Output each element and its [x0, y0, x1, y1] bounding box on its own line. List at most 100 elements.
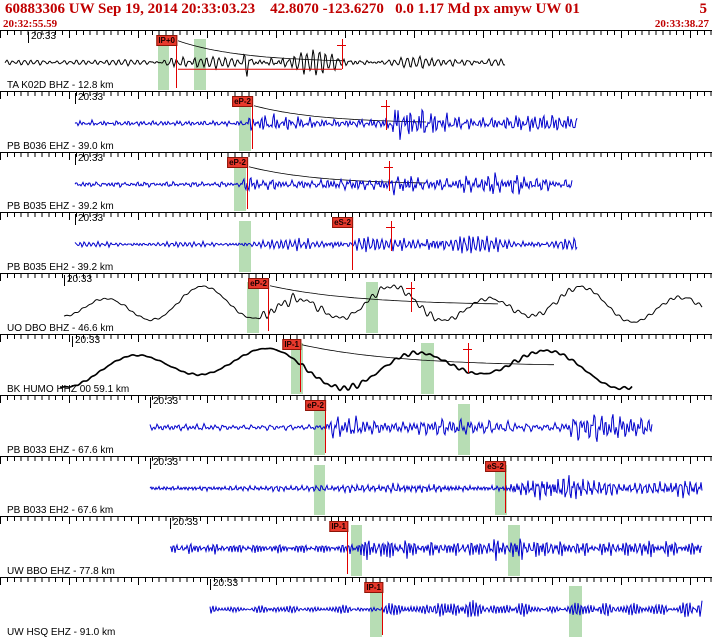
waveform-plot[interactable]: [0, 457, 712, 517]
pick-window-band: [458, 403, 470, 455]
trace-start-time-label: 20:33: [170, 518, 198, 530]
trace-panel-9[interactable]: 20:33 IP-1 UW BBO EHZ - 77.8 km: [0, 516, 712, 578]
predicted-arrival-marker: [391, 221, 392, 252]
station-label: PB B035 EHZ - 39.2 km: [7, 201, 114, 213]
pick-window-band: [239, 99, 251, 151]
pick-window-band: [314, 403, 325, 455]
predicted-arrival-crossbar: [386, 227, 395, 229]
seismogram-trace: [149, 413, 653, 442]
waveform-plot[interactable]: [0, 274, 712, 334]
coda-decay-curve: [269, 285, 499, 305]
phase-pick-flag[interactable]: eS-2: [485, 460, 506, 472]
trace-panel-2[interactable]: 20:33 eP-2 PB B036 EHZ - 39.0 km: [0, 90, 712, 152]
phase-pick-flag[interactable]: IP-1: [282, 338, 301, 350]
pick-window-band: [366, 282, 378, 333]
coda-decay-curve: [177, 40, 343, 62]
station-label: UW BBO EHZ - 77.8 km: [7, 566, 115, 578]
waveform-plot[interactable]: [0, 578, 712, 638]
trace-panel-8[interactable]: 20:33 eS-2 PB B033 EH2 - 67.6 km: [0, 455, 712, 517]
waveform-plot[interactable]: [0, 92, 712, 152]
pick-window-band: [247, 282, 259, 333]
phase-pick-line[interactable]: [176, 44, 177, 88]
pick-window-band: [234, 160, 246, 212]
trace-panel-6[interactable]: 20:33 IP-1 BK HUMO HHZ 00 59.1 km: [0, 333, 712, 395]
event-header-right-value: 5: [699, 0, 708, 17]
waveform-plot[interactable]: [0, 31, 712, 91]
pick-window-band: [239, 221, 251, 273]
trace-start-time-label: 20:33: [75, 92, 103, 104]
station-label: UO DBO BHZ - 46.6 km: [7, 322, 114, 334]
trace-panel-3[interactable]: 20:33 eP-2 PB B035 EHZ - 39.2 km: [0, 151, 712, 213]
event-summary-text: 60883306 UW Sep 19, 2014 20:33:03.23 42.…: [5, 0, 580, 17]
phase-pick-line[interactable]: [247, 165, 248, 210]
trace-panel-4[interactable]: 20:33 eS-2 PB B035 EH2 - 39.2 km: [0, 212, 712, 274]
trace-start-time-label: 20:33: [210, 579, 238, 591]
station-label: BK HUMO HHZ 00 59.1 km: [7, 383, 130, 395]
pick-window-band: [194, 39, 206, 90]
predicted-arrival-crossbar: [406, 288, 415, 290]
seismogram-trace: [74, 172, 573, 195]
phase-pick-line[interactable]: [325, 408, 326, 453]
pick-window-band: [421, 342, 434, 394]
trace-start-time-label: 20:33: [150, 396, 178, 408]
waveform-plot[interactable]: [0, 213, 712, 273]
phase-pick-line[interactable]: [300, 347, 301, 392]
phase-pick-line[interactable]: [505, 469, 506, 514]
phase-pick-flag[interactable]: eP-2: [305, 399, 326, 411]
window-end-time: 20:33:38.27: [654, 17, 709, 30]
station-label: UW HSQ EHZ - 91.0 km: [7, 626, 116, 638]
station-label: PB B033 EH2 - 67.6 km: [7, 505, 114, 517]
station-label: PB B036 EHZ - 39.0 km: [7, 140, 114, 152]
coda-decay-curve: [253, 105, 427, 123]
station-label: PB B035 EH2 - 39.2 km: [7, 262, 114, 274]
waveform-plot[interactable]: [0, 396, 712, 456]
trace-start-time-label: 20:33: [64, 275, 92, 287]
predicted-arrival-marker: [342, 39, 343, 69]
phase-pick-flag[interactable]: eP-2: [248, 278, 269, 290]
station-label: PB B033 EHZ - 67.6 km: [7, 444, 114, 456]
phase-pick-flag[interactable]: eP-2: [227, 156, 248, 168]
waveform-plot[interactable]: [0, 153, 712, 213]
seismogram-trace: [169, 538, 703, 562]
pick-window-band: [370, 586, 382, 637]
phase-pick-flag[interactable]: IP+0: [156, 35, 177, 46]
seismogram-trace: [149, 474, 703, 500]
trace-start-time-label: 20:33: [28, 32, 56, 43]
window-start-time: 20:32:55.59: [3, 17, 58, 30]
phase-pick-line[interactable]: [268, 287, 269, 331]
trace-panel-5[interactable]: 20:33 eP-2 UO DBO BHZ - 46.6 km: [0, 273, 712, 334]
predicted-arrival-crossbar: [384, 166, 393, 168]
phase-pick-line[interactable]: [252, 104, 253, 149]
phase-pick-line[interactable]: [352, 226, 353, 271]
phase-pick-line[interactable]: [347, 530, 348, 575]
seismogram-trace: [4, 49, 506, 77]
seismogram-trace: [59, 347, 633, 392]
event-header: 60883306 UW Sep 19, 2014 20:33:03.23 42.…: [0, 0, 712, 18]
phase-pick-line[interactable]: [382, 591, 383, 635]
waveform-plot[interactable]: [0, 517, 712, 577]
phase-pick-flag[interactable]: IP-1: [329, 521, 348, 533]
trace-start-time-label: 20:33: [75, 153, 103, 165]
phase-pick-flag[interactable]: eP-2: [232, 95, 253, 107]
predicted-arrival-crossbar: [463, 348, 472, 350]
predicted-arrival-marker: [386, 99, 387, 130]
station-label: TA K02D BHZ - 12.8 km: [7, 79, 114, 91]
seismogram-trace: [74, 108, 578, 140]
trace-panel-10[interactable]: 20:33 IP-1 UW HSQ EHZ - 91.0 km: [0, 577, 712, 638]
trace-start-time-label: 20:33: [75, 214, 103, 226]
phase-pick-flag[interactable]: IP-1: [364, 582, 383, 594]
predicted-arrival-crossbar: [381, 105, 390, 107]
predicted-arrival-marker: [389, 160, 390, 191]
trace-panel-7[interactable]: 20:33 eP-2 PB B033 EHZ - 67.6 km: [0, 394, 712, 456]
trace-start-time-label: 20:33: [150, 457, 178, 469]
time-window-bar: 20:32:55.59 20:33:38.27: [0, 17, 712, 30]
phase-pick-flag[interactable]: eS-2: [332, 217, 353, 229]
pick-window-band: [495, 464, 507, 516]
seismogram-trace: [209, 600, 703, 618]
trace-panel-1[interactable]: 20:33 IP+0 TA K02D BHZ - 12.8 km: [0, 30, 712, 91]
waveform-plot[interactable]: [0, 335, 712, 395]
trace-start-time-label: 20:33: [72, 335, 100, 347]
pick-window-band: [158, 39, 169, 90]
seismogram-trace: [74, 236, 578, 254]
predicted-arrival-marker: [468, 342, 469, 373]
